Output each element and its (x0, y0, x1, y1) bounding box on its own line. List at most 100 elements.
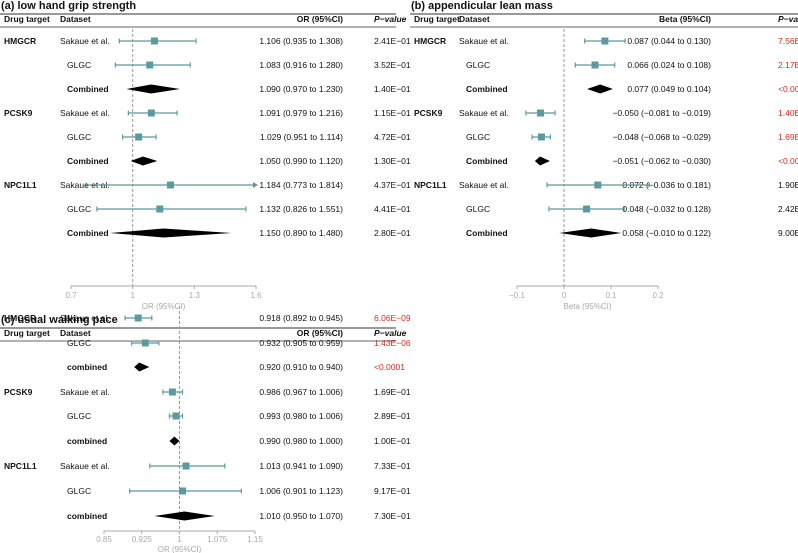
header-p-value: P−value (374, 328, 407, 338)
dataset-label: Sakaue et al. (60, 36, 110, 46)
dataset-label: Combined (67, 228, 109, 238)
header-drug-target: Drug target (4, 14, 50, 24)
x-tick-label: 1 (130, 291, 135, 300)
dataset-label: Sakaue et al. (60, 313, 110, 323)
p-value-text: 6.06E−09 (374, 313, 411, 323)
estimate-ci-text: 1.150 (0.890 to 1.480) (259, 228, 343, 238)
x-tick-label: 1.15 (247, 535, 263, 544)
p-value-text: 9.17E−01 (374, 486, 411, 496)
forest-panel-a: (a) low hand grip strength Drug target Dat… (0, 0, 411, 311)
combined-estimate-diamond (154, 511, 215, 521)
dataset-label: Sakaue et al. (459, 108, 509, 118)
combined-estimate-diamond (134, 362, 150, 372)
x-axis-title: OR (95%CI) (158, 545, 202, 553)
x-tick-label: 0.7 (65, 291, 77, 300)
p-value-text: 4.37E−01 (374, 180, 411, 190)
p-value-text: 1.40E−01 (374, 84, 411, 94)
point-estimate-square (601, 37, 609, 45)
p-value-text: 2.80E−01 (374, 228, 411, 238)
header-p-value: P−value (374, 14, 407, 24)
estimate-ci-text: −0.048 (−0.068 to −0.029) (612, 132, 711, 142)
p-value-text: 7.56E−05 (778, 36, 798, 46)
point-estimate-square (146, 61, 154, 69)
x-axis-title: OR (95%CI) (142, 302, 186, 311)
estimate-ci-text: 0.918 (0.892 to 0.945) (259, 313, 343, 323)
p-value-text: 1.15E−01 (374, 108, 411, 118)
estimate-ci-text: 1.013 (0.941 to 1.090) (259, 461, 343, 471)
p-value-text: 1.90E−01 (778, 180, 798, 190)
p-value-text: 2.41E−01 (374, 36, 411, 46)
x-tick-label: −0.1 (509, 291, 525, 300)
estimate-ci-text: 0.048 (−0.032 to 0.128) (622, 204, 711, 214)
drug-target-label: NPC1L1 (4, 461, 37, 471)
estimate-ci-text: 0.072 (−0.036 to 0.181) (622, 180, 711, 190)
dataset-label: Sakaue et al. (60, 180, 110, 190)
combined-estimate-diamond (110, 228, 232, 238)
x-tick-label: 0.2 (652, 291, 664, 300)
point-estimate-square (583, 205, 591, 213)
estimate-ci-text: 1.132 (0.826 to 1.551) (259, 204, 343, 214)
point-estimate-square (594, 181, 602, 189)
dataset-label: combined (67, 362, 107, 372)
dataset-label: GLGC (466, 204, 490, 214)
p-value-text: <0.0001 (778, 156, 798, 166)
point-estimate-square (179, 487, 187, 495)
estimate-ci-text: 1.010 (0.950 to 1.070) (259, 511, 343, 521)
estimate-ci-text: 0.932 (0.905 to 0.959) (259, 338, 343, 348)
combined-estimate-diamond (126, 84, 180, 94)
drug-target-label: PCSK9 (4, 108, 33, 118)
forest-panel-b: (b) appendicular lean mass Drug target Dat… (410, 0, 798, 311)
panel-title: (a) low hand grip strength (1, 0, 136, 12)
header-p-value: P−value (778, 14, 798, 24)
estimate-ci-text: 0.066 (0.024 to 0.108) (627, 60, 711, 70)
point-estimate-square (141, 339, 149, 347)
p-value-text: <0.0001 (374, 362, 405, 372)
x-axis-title: Beta (95%CI) (563, 302, 611, 311)
dataset-label: Sakaue et al. (459, 180, 509, 190)
point-estimate-square (156, 205, 164, 213)
point-estimate-square (182, 462, 190, 470)
dataset-label: Sakaue et al. (60, 387, 110, 397)
point-estimate-square (168, 388, 176, 396)
drug-target-label: HMGCR (414, 36, 446, 46)
dataset-label: Combined (466, 228, 508, 238)
p-value-text: 1.43E−06 (374, 338, 411, 348)
x-tick-label: 1 (177, 535, 182, 544)
p-value-text: 4.72E−01 (374, 132, 411, 142)
dataset-label: Combined (466, 84, 508, 94)
panel-title: (b) appendicular lean mass (411, 0, 553, 12)
estimate-ci-text: −0.050 (−0.081 to −0.019) (612, 108, 711, 118)
point-estimate-square (166, 181, 174, 189)
combined-estimate-diamond (169, 436, 180, 446)
dataset-label: Combined (67, 156, 109, 166)
combined-estimate-diamond (559, 228, 622, 238)
point-estimate-square (172, 412, 180, 420)
estimate-ci-text: 1.050 (0.990 to 1.120) (259, 156, 343, 166)
estimate-ci-text: 1.006 (0.901 to 1.123) (259, 486, 343, 496)
p-value-text: 2.42E−01 (778, 204, 798, 214)
estimate-ci-text: 0.990 (0.980 to 1.000) (259, 436, 343, 446)
dataset-label: GLGC (67, 60, 91, 70)
point-estimate-square (537, 109, 544, 117)
p-value-text: 7.33E−01 (374, 461, 411, 471)
estimate-ci-text: −0.051 (−0.062 to −0.030) (612, 156, 711, 166)
point-estimate-square (537, 133, 545, 141)
header-dataset: Dataset (459, 14, 490, 24)
drug-target-label: NPC1L1 (414, 180, 447, 190)
estimate-ci-text: 0.920 (0.910 to 0.940) (259, 362, 343, 372)
drug-target-label: NPC1L1 (4, 180, 37, 190)
p-value-text: <0.0001 (778, 84, 798, 94)
estimate-ci-text: 0.993 (0.980 to 1.006) (259, 411, 343, 421)
x-tick-label: 1.6 (250, 291, 262, 300)
p-value-text: 9.00E−02 (778, 228, 798, 238)
p-value-text: 1.00E−01 (374, 436, 411, 446)
p-value-text: 4.41E−01 (374, 204, 411, 214)
header-drug-target: Drug target (4, 328, 50, 338)
p-value-text: 1.69E−01 (374, 387, 411, 397)
header-dataset: Dataset (60, 328, 91, 338)
dataset-label: GLGC (67, 132, 91, 142)
p-value-text: 1.69E−06 (778, 132, 798, 142)
estimate-ci-text: 0.077 (0.049 to 0.104) (627, 84, 711, 94)
header-estimate: Beta (95%CI) (659, 14, 711, 24)
x-tick-label: 0.85 (96, 535, 112, 544)
